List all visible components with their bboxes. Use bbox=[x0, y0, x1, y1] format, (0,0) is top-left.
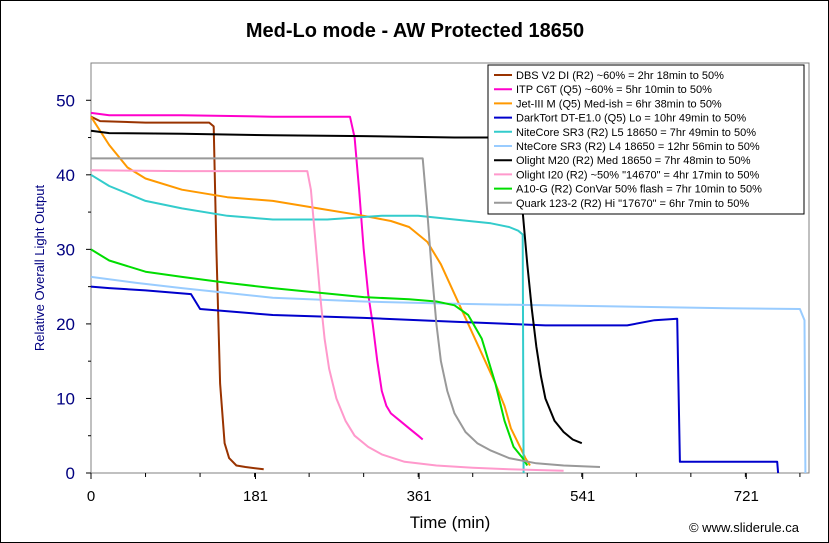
x-tick-label: 541 bbox=[570, 488, 595, 505]
legend-box bbox=[487, 64, 805, 215]
series-line-1 bbox=[90, 115, 264, 471]
x-tick-label: 0 bbox=[87, 488, 95, 505]
legend-label-4: DarkTort DT-E1.0 (Q5) Lo = 10hr 49min to… bbox=[516, 113, 746, 125]
y-axis-title: Relative Overall Light Output bbox=[32, 185, 47, 352]
y-tick-label: 40 bbox=[56, 166, 75, 185]
y-tick-label: 0 bbox=[66, 464, 75, 483]
legend-label-9: A10-G (R2) ConVar 50% flash = 7hr 10min … bbox=[516, 184, 762, 196]
y-tick-label: 10 bbox=[56, 389, 75, 408]
series-line-2 bbox=[90, 111, 424, 441]
legend-label-6: NteCore SR3 (R2) L4 18650 = 12hr 56min t… bbox=[516, 141, 760, 153]
legend-label-10: Quark 123-2 (R2) Hi "17670" = 6hr 7min t… bbox=[516, 198, 749, 210]
y-axis: 0 10 20 30 40 50 bbox=[56, 91, 91, 483]
series-line-4 bbox=[90, 285, 780, 474]
x-axis: 0 181 361 541 721 bbox=[87, 473, 801, 505]
legend-label-2: ITP C6T (Q5) ~60% = 5hr 10min to 50% bbox=[516, 84, 712, 96]
series-line-3 bbox=[90, 116, 531, 467]
series-line-7 bbox=[90, 129, 583, 445]
x-axis-title: Time (min) bbox=[410, 513, 491, 532]
legend-label-3: Jet-III M (Q5) Med-ish = 6hr 38min to 50… bbox=[516, 98, 722, 110]
x-tick-label: 361 bbox=[407, 488, 432, 505]
legend-label-7: Olight M20 (R2) Med 18650 = 7hr 48min to… bbox=[516, 155, 751, 167]
y-tick-label: 30 bbox=[56, 240, 75, 259]
legend-label-8: Olight I20 (R2) ~50% "14670" = 4hr 17min… bbox=[516, 169, 759, 181]
credit-text: © www.sliderule.ca bbox=[689, 520, 800, 535]
y-tick-label: 50 bbox=[56, 91, 75, 110]
series-line-6 bbox=[90, 275, 807, 474]
series-line-10 bbox=[91, 157, 601, 468]
legend-label-1: DBS V2 DI (R2) ~60% = 2hr 18min to 50% bbox=[516, 70, 724, 82]
series-group bbox=[90, 111, 807, 474]
legend-label-5: NiteCore SR3 (R2) L5 18650 = 7hr 49min t… bbox=[516, 127, 756, 139]
legend: DBS V2 DI (R2) ~60% = 2hr 18min to 50% IT… bbox=[487, 64, 805, 215]
series-line-5 bbox=[90, 173, 525, 474]
series-line-8 bbox=[90, 169, 564, 472]
x-tick-label: 181 bbox=[243, 488, 268, 505]
series-line-9 bbox=[90, 248, 529, 467]
chart-title: Med-Lo mode - AW Protected 18650 bbox=[246, 20, 584, 42]
x-tick-label: 721 bbox=[734, 488, 759, 505]
y-tick-label: 20 bbox=[56, 315, 75, 334]
